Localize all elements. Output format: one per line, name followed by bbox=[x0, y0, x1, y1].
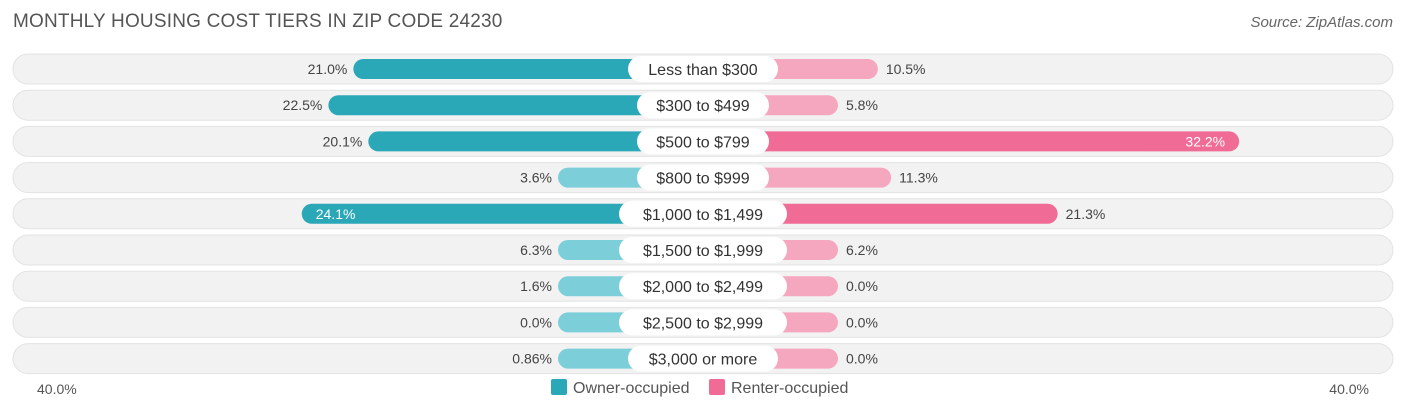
renter-value-label: 0.0% bbox=[846, 351, 878, 367]
owner-bar bbox=[301, 203, 703, 224]
renter-value-label: 6.2% bbox=[846, 242, 878, 258]
legend-renter: Renter-occupied bbox=[709, 379, 848, 398]
legend-owner-swatch bbox=[551, 379, 567, 395]
category-label: $2,500 to $2,999 bbox=[643, 315, 763, 332]
renter-bar bbox=[703, 203, 1058, 224]
category-pill bbox=[637, 92, 769, 119]
owner-value-label: 21.0% bbox=[308, 61, 348, 77]
category-pill bbox=[619, 237, 787, 263]
renter-value-label: 10.5% bbox=[886, 61, 926, 77]
chart-source: Source: ZipAtlas.com bbox=[1250, 14, 1393, 31]
category-label: Less than $300 bbox=[648, 62, 758, 79]
legend-renter-label: Renter-occupied bbox=[731, 380, 849, 397]
owner-value-label: 22.5% bbox=[283, 97, 323, 113]
category-label: $3,000 or more bbox=[649, 352, 758, 369]
renter-value-label: 0.0% bbox=[846, 314, 878, 330]
owner-value-label: 1.6% bbox=[520, 278, 552, 294]
legend-owner: Owner-occupied bbox=[551, 379, 690, 398]
renter-value-label: 21.3% bbox=[1066, 206, 1106, 222]
category-label: $300 to $499 bbox=[656, 98, 750, 115]
renter-value-label: 5.8% bbox=[846, 97, 878, 113]
owner-value-label: 0.86% bbox=[512, 351, 552, 367]
owner-value-label: 24.1% bbox=[316, 206, 356, 222]
category-pill bbox=[619, 200, 787, 227]
category-pill bbox=[637, 164, 769, 191]
owner-bar bbox=[368, 131, 703, 152]
owner-value-label: 3.6% bbox=[520, 170, 552, 186]
axis-left-label: 40.0% bbox=[37, 381, 77, 397]
category-pill bbox=[619, 273, 787, 300]
axis-right-label: 40.0% bbox=[1329, 381, 1369, 397]
category-label: $2,000 to $2,499 bbox=[643, 279, 763, 296]
owner-value-label: 20.1% bbox=[323, 133, 363, 149]
renter-value-label: 32.2% bbox=[1185, 133, 1225, 149]
owner-bar bbox=[353, 59, 703, 79]
category-label: $1,000 to $1,499 bbox=[643, 207, 763, 224]
renter-bar bbox=[703, 131, 1240, 152]
owner-value-label: 6.3% bbox=[520, 242, 552, 258]
category-pill bbox=[619, 309, 787, 336]
chart-title: MONTHLY HOUSING COST TIERS IN ZIP CODE 2… bbox=[13, 11, 503, 32]
category-pill bbox=[628, 345, 778, 372]
owner-value-label: 0.0% bbox=[520, 314, 552, 330]
renter-value-label: 0.0% bbox=[846, 278, 878, 294]
owner-bar bbox=[328, 95, 703, 116]
category-pill bbox=[628, 56, 778, 82]
category-pill bbox=[637, 128, 769, 155]
category-label: $800 to $999 bbox=[656, 171, 750, 188]
legend-owner-label: Owner-occupied bbox=[573, 380, 690, 397]
category-label: $1,500 to $1,999 bbox=[643, 243, 763, 260]
category-label: $500 to $799 bbox=[656, 134, 750, 151]
renter-value-label: 11.3% bbox=[899, 170, 938, 186]
legend-renter-swatch bbox=[709, 379, 725, 395]
